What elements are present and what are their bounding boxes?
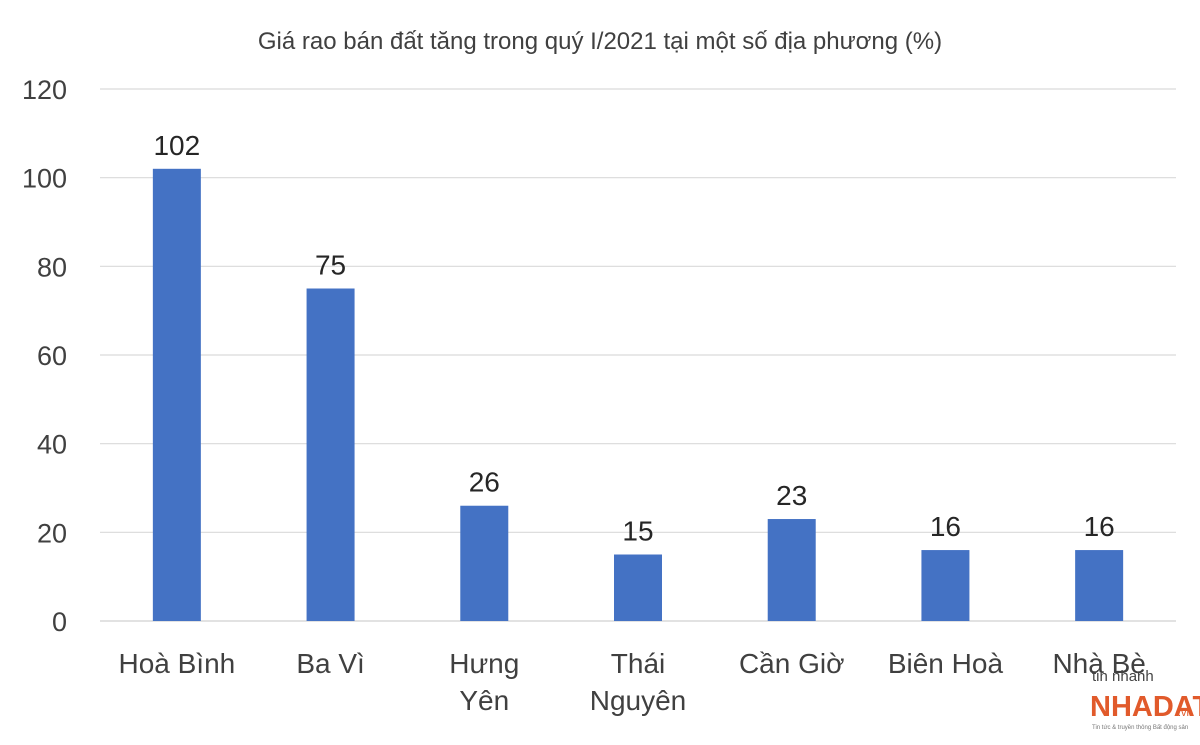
x-axis-ticks: Hoà Bình Ba Vì Hưng Yên Thái Nguyên Cần Giờ Biê… (118, 648, 1145, 716)
x-tick-label-line: Thái (611, 648, 665, 679)
data-label: 15 (622, 516, 653, 547)
bar (306, 288, 355, 621)
x-tick-label-line: Yên (459, 685, 509, 716)
y-tick-label: 40 (37, 430, 67, 460)
bars (152, 168, 1124, 622)
bar (1075, 550, 1124, 621)
x-tick-label: Ba Vì (296, 648, 364, 679)
watermark-logo: tin nhanh NHADAT .vn Tin tức & truyền th… (1090, 668, 1200, 731)
data-label: 16 (1084, 511, 1115, 542)
y-tick-label: 100 (22, 164, 67, 194)
y-axis-ticks: 0 20 40 60 80 100 120 (22, 75, 67, 637)
x-tick-label-line: Cần Giờ (739, 648, 845, 679)
x-tick-label-line: Biên Hoà (888, 648, 1004, 679)
x-tick-label-line: Nhà Bè (1052, 648, 1145, 679)
x-tick-label-line: Hưng (449, 648, 519, 679)
y-tick-label: 60 (37, 341, 67, 371)
bar (152, 168, 201, 622)
watermark-tagline: Tin tức & truyền thông Bất động sản (1092, 725, 1188, 731)
x-tick-label-line: Hoà Bình (118, 648, 235, 679)
x-tick-label: Hoà Bình (118, 648, 235, 679)
data-labels: 102 75 26 15 23 16 16 (153, 130, 1114, 547)
bar (614, 554, 662, 621)
data-label: 26 (469, 467, 500, 498)
x-tick-label-line: Nguyên (590, 685, 687, 716)
data-label: 102 (153, 130, 200, 161)
y-tick-label: 80 (37, 252, 67, 282)
watermark-brand: NHADAT (1090, 691, 1200, 723)
data-label: 16 (930, 511, 961, 542)
bar (921, 550, 970, 621)
y-tick-label: 20 (37, 518, 67, 548)
x-tick-label-line: Ba Vì (296, 648, 364, 679)
gridlines (100, 88, 1176, 622)
x-tick-label: Hưng Yên (449, 648, 519, 716)
chart-title: Giá rao bán đất tăng trong quý I/2021 tạ… (258, 28, 942, 55)
y-tick-label: 120 (22, 75, 67, 105)
y-tick-label: 0 (52, 607, 67, 637)
watermark-suffix: .vn (1178, 707, 1193, 719)
x-tick-label: Thái Nguyên (590, 648, 687, 716)
bar (767, 519, 816, 621)
data-label: 75 (315, 250, 346, 281)
watermark-line1: tin nhanh (1092, 668, 1154, 685)
x-tick-label: Cần Giờ (739, 648, 845, 679)
bar (460, 505, 509, 621)
data-label: 23 (776, 480, 807, 511)
x-tick-label: Biên Hoà (888, 648, 1004, 679)
x-tick-label: Nhà Bè (1052, 648, 1145, 679)
